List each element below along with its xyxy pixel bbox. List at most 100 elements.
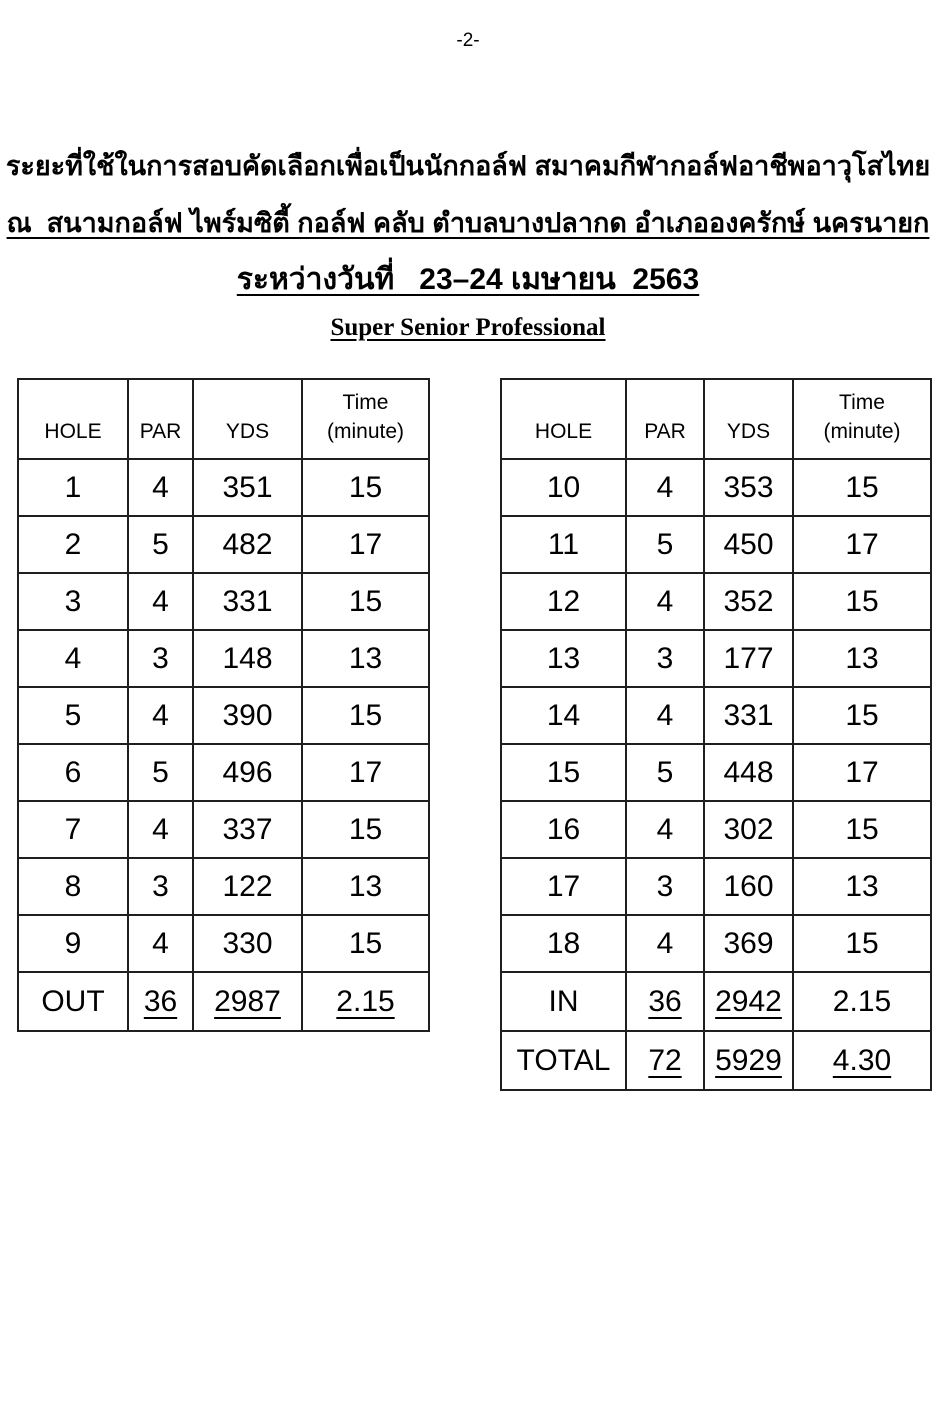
- table-cell: 15: [301, 686, 430, 745]
- summary-row: TOTAL 72 5929 4.30: [500, 1030, 932, 1091]
- table-cell: 13: [500, 629, 627, 688]
- table-cell: 3: [17, 572, 129, 631]
- table-cell: 160: [703, 857, 794, 916]
- table-cell: 4: [625, 914, 705, 973]
- table-cell: 2: [17, 515, 129, 574]
- table-cell: 10: [500, 458, 627, 517]
- table-row: 9 4 330 15: [17, 914, 430, 973]
- table-cell: 16: [500, 800, 627, 859]
- front-col-header-yds: YDS: [192, 378, 303, 460]
- table-cell: 15: [301, 572, 430, 631]
- table-cell: 450: [703, 515, 794, 574]
- table-cell: 331: [703, 686, 794, 745]
- table-cell: 18: [500, 914, 627, 973]
- table-cell: 15: [792, 914, 932, 973]
- back-nine-table: HOLE PAR YDS Time (minute) 10 4 353 15 11 5 45…: [500, 378, 932, 1091]
- table-cell: 11: [500, 515, 627, 574]
- table-row: 17 3 160 13: [500, 857, 932, 916]
- table-cell: 4: [625, 800, 705, 859]
- back-col-header-par: PAR: [625, 378, 705, 460]
- table-cell: 177: [703, 629, 794, 688]
- table-cell: 36: [625, 971, 705, 1032]
- table-cell: 369: [703, 914, 794, 973]
- table-cell: 4: [127, 914, 194, 973]
- table-cell: 15: [792, 572, 932, 631]
- table-cell: 2.15: [301, 971, 430, 1032]
- back-col-header-time: Time (minute): [792, 378, 932, 460]
- table-cell: 353: [703, 458, 794, 517]
- table-cell: 17: [792, 743, 932, 802]
- table-cell: 13: [301, 629, 430, 688]
- title-line-association: ระยะที่ใช้ในการสอบคัดเลือกเพื่อเป็นนักกอ…: [5, 151, 931, 181]
- table-cell: 15: [301, 914, 430, 973]
- table-row: 13 3 177 13: [500, 629, 932, 688]
- table-cell: 15: [792, 458, 932, 517]
- back-nine-body: 10 4 353 15 11 5 450 17 12 4 352 15 13 3 177 13 14 4 331 15…: [500, 458, 932, 1091]
- front-nine-body: 1 4 351 15 2 5 482 17 3 4 331 15 4 3 148 13 5 4 390 15 6 5 496…: [17, 458, 430, 1032]
- table-cell: 496: [192, 743, 303, 802]
- table-row: 11 5 450 17: [500, 515, 932, 574]
- table-row: 14 4 331 15: [500, 686, 932, 745]
- table-cell: 4: [625, 686, 705, 745]
- table-cell: 351: [192, 458, 303, 517]
- front-col-header-time-line2: (minute): [326, 419, 405, 443]
- table-cell: 17: [792, 515, 932, 574]
- summary-row: OUT 36 2987 2.15: [17, 971, 430, 1032]
- table-cell: 122: [192, 857, 303, 916]
- table-cell: 17: [301, 743, 430, 802]
- table-cell: 4: [127, 458, 194, 517]
- front-col-header-par: PAR: [127, 378, 194, 460]
- table-cell: 4: [17, 629, 129, 688]
- table-cell: 5: [17, 686, 129, 745]
- table-row: 8 3 122 13: [17, 857, 430, 916]
- table-cell: 7: [17, 800, 129, 859]
- table-cell: 330: [192, 914, 303, 973]
- table-cell: 6: [17, 743, 129, 802]
- table-row: 10 4 353 15: [500, 458, 932, 517]
- table-cell: 390: [192, 686, 303, 745]
- table-cell: OUT: [17, 971, 129, 1032]
- table-cell: 5929: [703, 1030, 794, 1091]
- table-cell: 15: [301, 800, 430, 859]
- table-cell: 4: [625, 458, 705, 517]
- front-col-header-hole: HOLE: [17, 378, 129, 460]
- table-row: 3 4 331 15: [17, 572, 430, 631]
- table-row: 7 4 337 15: [17, 800, 430, 859]
- table-cell: 448: [703, 743, 794, 802]
- front-col-header-time: Time (minute): [301, 378, 430, 460]
- table-row: 18 4 369 15: [500, 914, 932, 973]
- table-cell: 5: [625, 743, 705, 802]
- table-cell: 17: [301, 515, 430, 574]
- table-cell: 2942: [703, 971, 794, 1032]
- summary-row: IN 36 2942 2.15: [500, 971, 932, 1032]
- table-row: 15 5 448 17: [500, 743, 932, 802]
- table-row: 16 4 302 15: [500, 800, 932, 859]
- front-nine-table: HOLE PAR YDS Time (minute) 1 4 351 15 2 5 482 1…: [17, 378, 430, 1032]
- back-col-header-hole: HOLE: [500, 378, 627, 460]
- table-cell: 9: [17, 914, 129, 973]
- table-cell: 15: [792, 800, 932, 859]
- table-cell: 2.15: [792, 971, 932, 1032]
- table-cell: 15: [792, 686, 932, 745]
- table-cell: 3: [625, 629, 705, 688]
- table-cell: 36: [127, 971, 194, 1032]
- table-cell: 337: [192, 800, 303, 859]
- table-cell: 15: [301, 458, 430, 517]
- front-col-header-time-line1: Time: [342, 391, 389, 415]
- table-cell: IN: [500, 971, 627, 1032]
- table-cell: TOTAL: [500, 1030, 627, 1091]
- table-cell: 4: [127, 572, 194, 631]
- table-cell: 13: [301, 857, 430, 916]
- table-row: 5 4 390 15: [17, 686, 430, 745]
- table-cell: 4: [127, 800, 194, 859]
- table-cell: 331: [192, 572, 303, 631]
- table-cell: 1: [17, 458, 129, 517]
- back-nine-header-row: HOLE PAR YDS Time (minute): [500, 378, 932, 460]
- back-col-header-time-line2: (minute): [823, 419, 901, 443]
- table-cell: 4: [127, 686, 194, 745]
- table-cell: 8: [17, 857, 129, 916]
- table-row: 4 3 148 13: [17, 629, 430, 688]
- table-cell: 302: [703, 800, 794, 859]
- table-cell: 3: [625, 857, 705, 916]
